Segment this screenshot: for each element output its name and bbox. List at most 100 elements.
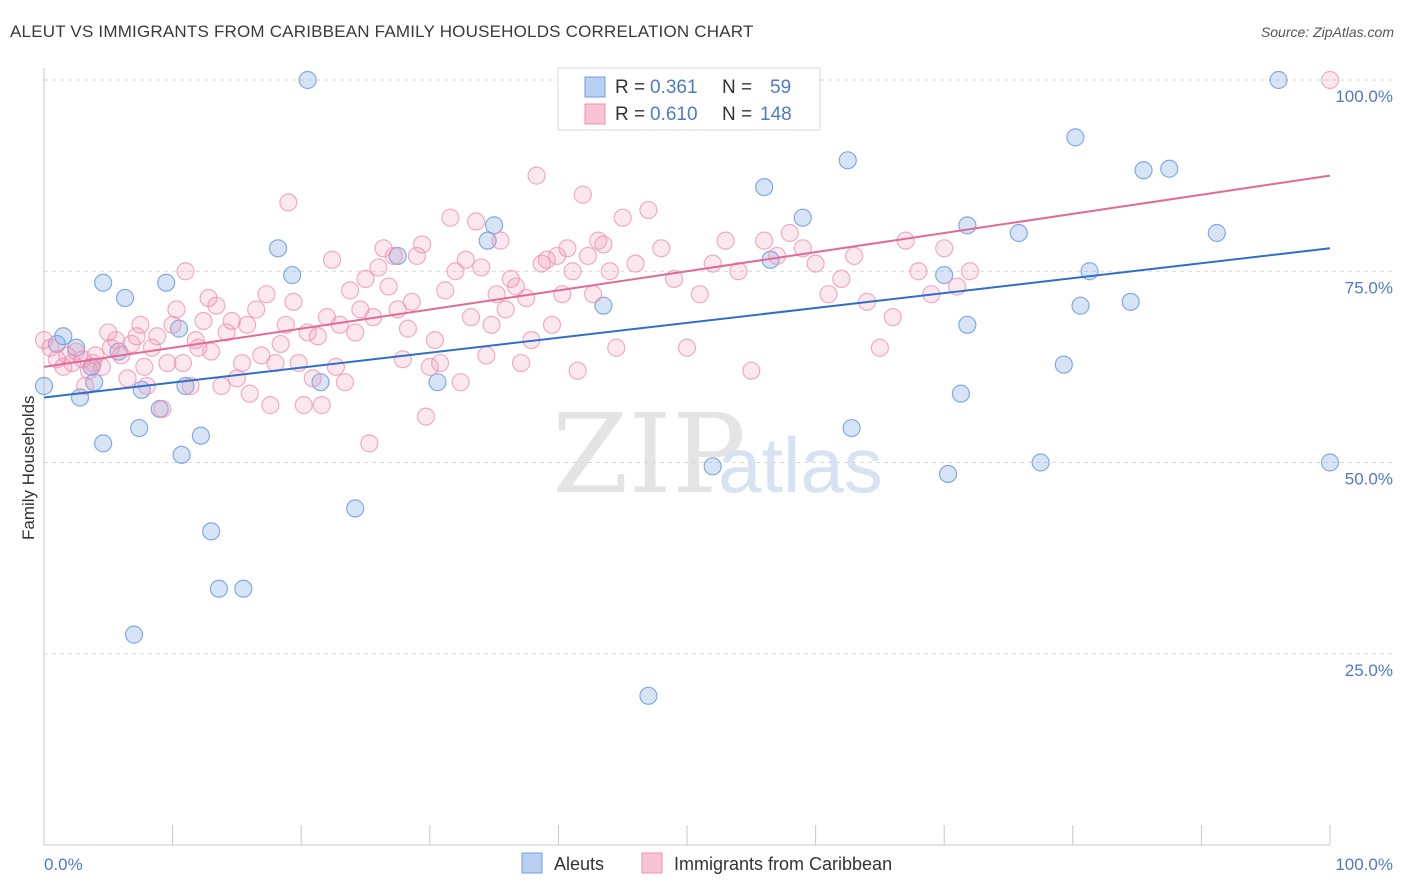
- data-point-caribbean: [506, 277, 526, 296]
- data-point-aleuts: [1071, 296, 1090, 315]
- data-point-caribbean: [461, 308, 481, 327]
- bottom-legend: Aleuts Immigrants from Caribbean: [521, 852, 892, 874]
- data-point-caribbean: [716, 231, 735, 250]
- data-point-caribbean: [131, 315, 150, 334]
- data-point-caribbean: [482, 315, 501, 334]
- legend-n-label: N =: [722, 77, 752, 98]
- data-point-caribbean: [690, 285, 709, 304]
- data-point-aleuts: [703, 457, 722, 476]
- legend-swatch-caribbean: [584, 103, 606, 125]
- data-point-caribbean: [819, 285, 838, 304]
- data-point-aleuts: [793, 208, 812, 227]
- data-point-caribbean: [346, 323, 365, 342]
- data-point-aleuts: [388, 246, 407, 266]
- trend-line-aleuts: [43, 247, 1331, 399]
- data-point-aleuts: [268, 239, 288, 258]
- data-point-caribbean: [537, 250, 556, 269]
- data-point-caribbean: [742, 361, 761, 380]
- data-point-caribbean: [909, 262, 928, 281]
- data-point-caribbean: [118, 369, 137, 388]
- data-point-caribbean: [369, 258, 388, 277]
- bottom-legend-swatch-caribbean: [641, 852, 663, 874]
- data-point-caribbean: [326, 357, 346, 376]
- data-point-caribbean: [398, 319, 418, 338]
- data-point-caribbean: [247, 300, 266, 319]
- data-point-caribbean: [303, 369, 322, 388]
- data-point-caribbean: [240, 384, 259, 403]
- data-point-aleuts: [639, 686, 658, 705]
- data-point-aleuts: [958, 315, 977, 334]
- data-point-caribbean: [284, 292, 303, 311]
- data-point-caribbean: [135, 357, 154, 376]
- legend-r-caribbean: 0.610: [650, 104, 698, 125]
- legend-n-label: N =: [722, 104, 752, 125]
- data-point-caribbean: [167, 300, 186, 319]
- y-tick-label: 50.0%: [1345, 470, 1393, 489]
- tick-labels: 25.0% 50.0% 75.0% 100.0% 0.0% 100.0%: [44, 87, 1393, 874]
- data-point-caribbean: [222, 311, 241, 331]
- legend-n-caribbean: 148: [760, 104, 792, 125]
- data-point-caribbean: [217, 323, 236, 342]
- data-point-caribbean: [322, 250, 342, 269]
- x-tick-label: 0.0%: [44, 855, 83, 874]
- data-point-aleuts: [938, 464, 958, 484]
- data-point-aleuts: [1009, 223, 1028, 243]
- data-point-caribbean: [780, 223, 799, 243]
- data-point-caribbean: [212, 376, 231, 396]
- data-point-aleuts: [34, 376, 54, 396]
- data-point-caribbean: [106, 331, 126, 350]
- data-point-caribbean: [542, 315, 562, 334]
- data-point-caribbean: [441, 208, 460, 227]
- data-point-caribbean: [76, 376, 95, 396]
- data-point-caribbean: [330, 315, 349, 334]
- data-point-aleuts: [1066, 128, 1085, 147]
- data-point-aleuts: [838, 151, 857, 170]
- chart-title: ALEUT VS IMMIGRANTS FROM CARIBBEAN FAMIL…: [10, 22, 754, 41]
- data-point-caribbean: [279, 193, 298, 212]
- data-point-caribbean: [832, 269, 851, 288]
- data-point-aleuts: [1320, 453, 1340, 472]
- data-point-aleuts: [951, 384, 971, 403]
- data-point-caribbean: [430, 353, 450, 373]
- data-point-caribbean: [806, 254, 825, 273]
- data-point-aleuts: [1269, 70, 1288, 90]
- data-point-caribbean: [425, 331, 445, 350]
- data-point-caribbean: [436, 281, 455, 300]
- data-point-caribbean: [384, 246, 403, 266]
- data-point-caribbean: [527, 166, 546, 185]
- data-point-caribbean: [238, 315, 257, 334]
- data-point-caribbean: [960, 262, 980, 281]
- data-point-caribbean: [755, 231, 774, 250]
- bottom-legend-swatch-aleuts: [521, 852, 543, 874]
- data-point-aleuts: [478, 231, 497, 250]
- data-point-caribbean: [227, 369, 246, 388]
- data-point-caribbean: [261, 396, 280, 415]
- data-point-aleuts: [428, 373, 447, 392]
- data-point-aleuts: [94, 434, 113, 453]
- data-point-aleuts: [157, 273, 176, 292]
- data-point-caribbean: [294, 396, 313, 415]
- data-point-caribbean: [607, 338, 626, 357]
- data-point-caribbean: [558, 239, 577, 258]
- data-point-caribbean: [600, 262, 619, 281]
- data-point-caribbean: [92, 357, 111, 376]
- data-point-aleuts: [298, 70, 317, 90]
- data-point-caribbean: [340, 281, 360, 300]
- y-tick-label: 100.0%: [1335, 87, 1393, 106]
- data-point-caribbean: [276, 315, 295, 334]
- data-point-aleuts: [234, 579, 253, 598]
- legend-r-label: R =: [615, 77, 645, 98]
- data-point-aleuts: [935, 265, 954, 285]
- data-point-caribbean: [677, 338, 697, 357]
- data-point-caribbean: [451, 373, 470, 392]
- data-point-caribbean: [1320, 70, 1340, 90]
- data-point-caribbean: [374, 239, 393, 258]
- data-point-aleuts: [202, 522, 221, 541]
- data-point-aleuts: [842, 418, 861, 438]
- data-point-aleuts: [130, 418, 149, 438]
- trend-lines: [43, 174, 1331, 399]
- data-point-caribbean: [173, 353, 192, 373]
- data-point-caribbean: [356, 269, 375, 288]
- data-point-caribbean: [845, 246, 864, 266]
